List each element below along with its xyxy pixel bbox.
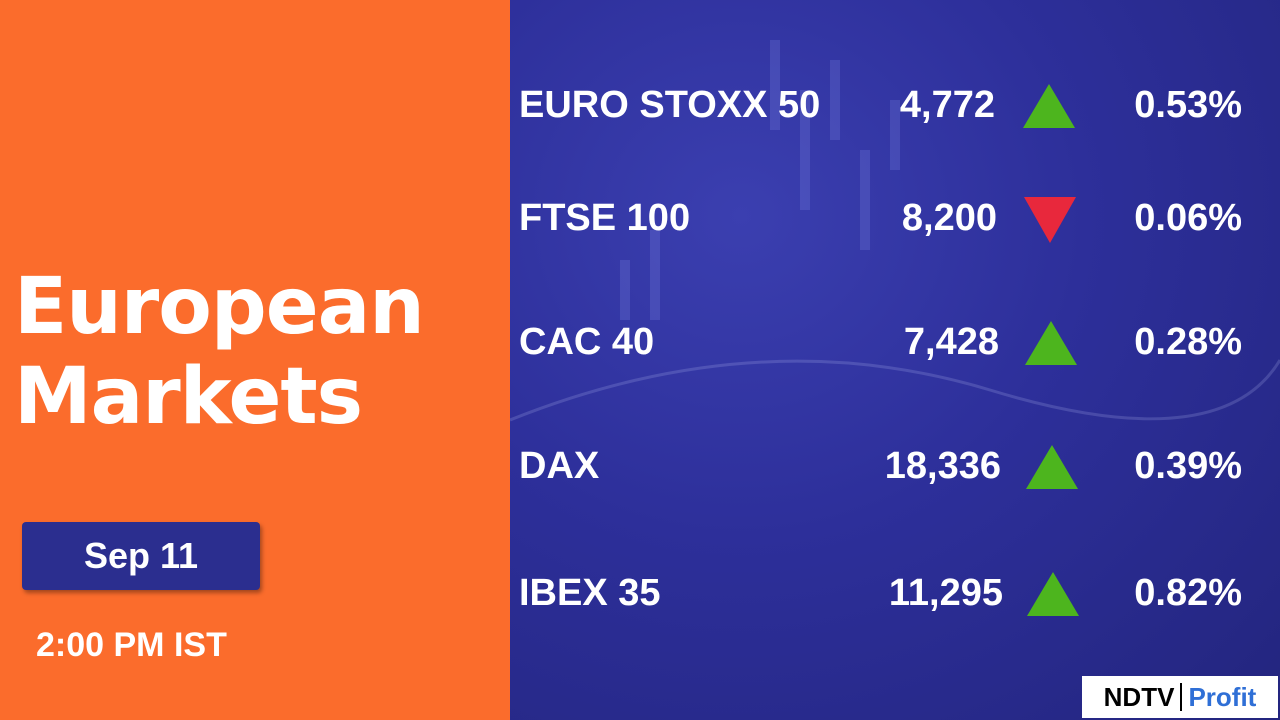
index-change: 0.39% <box>1134 445 1242 487</box>
left-panel: European Markets Sep 11 2:00 PM IST <box>0 0 510 720</box>
logo-separator <box>1180 683 1183 711</box>
direction-icon <box>1025 321 1077 365</box>
logo: NDTV Profit <box>1082 676 1278 718</box>
index-value: 18,336 <box>884 445 1001 487</box>
direction-arrow <box>1027 572 1079 616</box>
direction-icon <box>1023 84 1075 128</box>
direction-arrow <box>1024 197 1076 243</box>
direction-arrow <box>1023 84 1075 128</box>
index-name: DAX <box>519 445 600 487</box>
direction-icon <box>1026 445 1078 489</box>
index-value: 7,428 <box>903 321 999 363</box>
index-name: CAC 40 <box>519 321 655 363</box>
index-value: 11,295 <box>888 572 1003 614</box>
index-change: 0.82% <box>1134 572 1242 614</box>
index-name: FTSE 100 <box>519 197 691 239</box>
direction-icon <box>1027 572 1079 616</box>
direction-arrow <box>1025 321 1077 365</box>
logo-brand: NDTV <box>1103 681 1175 712</box>
date: Sep 11 <box>83 535 199 576</box>
index-value: 4,772 <box>899 84 995 126</box>
right-panel <box>510 0 1280 720</box>
title: Markets <box>14 352 363 442</box>
date-badge: Sep 11 <box>22 522 260 590</box>
index-change: 0.53% <box>1134 84 1242 126</box>
direction-arrow <box>1026 445 1078 489</box>
index-value: 8,200 <box>901 197 997 239</box>
logo-product: Profit <box>1188 681 1257 712</box>
direction-icon <box>1024 197 1076 243</box>
index-name: EURO STOXX 50 <box>519 84 821 126</box>
time: 2:00 PM IST <box>36 626 227 664</box>
index-change: 0.06% <box>1134 197 1242 239</box>
index-name: IBEX 35 <box>519 572 661 614</box>
index-change: 0.28% <box>1134 321 1242 363</box>
title: European <box>14 262 425 352</box>
background-decor <box>510 40 1280 422</box>
